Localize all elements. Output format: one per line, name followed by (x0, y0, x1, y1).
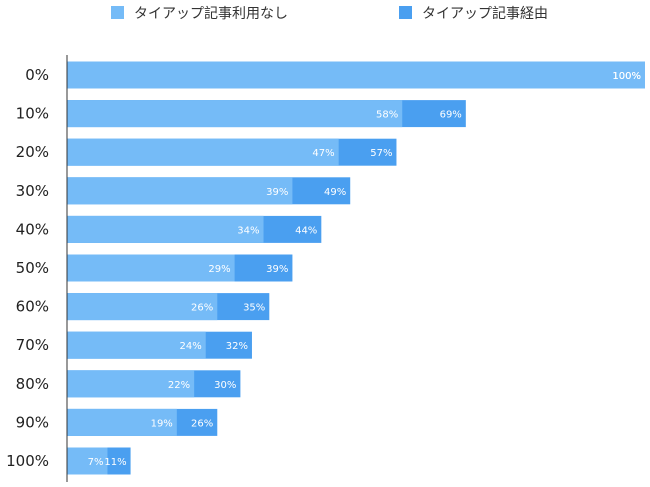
data-label-100%-no-article: 7% (88, 457, 104, 468)
data-label-40%-no-article: 34% (237, 225, 259, 236)
bar-50%-no-article (67, 254, 235, 282)
data-label-50%-via-article: 39% (266, 264, 288, 275)
tick-label-40%: 40% (16, 220, 49, 238)
tick-label-60%: 60% (16, 298, 49, 316)
data-label-60%-no-article: 26% (191, 303, 213, 314)
tick-label-90%: 90% (16, 413, 49, 431)
data-label-20%-via-article: 57% (370, 148, 392, 159)
data-label-90%-via-article: 26% (191, 418, 213, 429)
tick-label-10%: 10% (16, 105, 49, 123)
tick-label-30%: 30% (16, 182, 49, 200)
legend-label-1: タイアップ記事利用なし (134, 5, 288, 22)
bar-70%-no-article (67, 331, 206, 359)
data-label-20%-no-article: 47% (312, 148, 334, 159)
data-label-90%-no-article: 19% (151, 418, 173, 429)
bar-90%-no-article (67, 408, 177, 436)
tick-label-20%: 20% (16, 143, 49, 161)
data-label-80%-no-article: 22% (168, 380, 190, 391)
category-ticks: 0% 10% 20% 30% 40% 50% 60% 70% 80% 90% 100% (6, 66, 49, 470)
data-label-40%-via-article: 44% (295, 225, 317, 236)
data-label-60%-via-article: 35% (243, 303, 265, 314)
legend-swatch-1 (111, 6, 124, 19)
data-label-100%-via-article: 11% (104, 457, 126, 468)
data-label-70%-via-article: 32% (226, 341, 248, 352)
data-label-0%-no-article: 100% (612, 71, 641, 82)
bar-30%-no-article (67, 177, 293, 205)
data-label-10%-via-article: 69% (440, 110, 462, 121)
legend-swatch-2 (399, 6, 412, 19)
data-label-0%-via-article: 100% (612, 71, 641, 82)
bar-0%-no-article (67, 61, 645, 89)
bar-40%-no-article (67, 215, 264, 243)
tick-label-100%: 100% (6, 452, 49, 470)
data-label-10%-no-article: 58% (376, 110, 398, 121)
bars: 100%100%58% 69%47% 57%39% 49%34% 44%29% 39%26… (67, 61, 645, 475)
legend: タイアップ記事利用なし タイアップ記事経由 (111, 5, 548, 22)
bar-80%-no-article (67, 370, 195, 398)
bar-20%-no-article (67, 138, 339, 166)
tick-label-70%: 70% (16, 336, 49, 354)
data-label-30%-no-article: 39% (266, 187, 288, 198)
data-label-80%-via-article: 30% (214, 380, 236, 391)
data-label-70%-no-article: 24% (179, 341, 201, 352)
bar-100%-no-article (67, 447, 108, 475)
bar-10%-no-article (67, 100, 403, 128)
tick-label-0%: 0% (25, 66, 49, 84)
bar-60%-no-article (67, 293, 218, 321)
data-label-30%-via-article: 49% (324, 187, 346, 198)
legend-label-2: タイアップ記事経由 (422, 5, 548, 22)
tick-label-80%: 80% (16, 375, 49, 393)
tick-label-50%: 50% (16, 259, 49, 277)
data-label-50%-no-article: 29% (208, 264, 230, 275)
